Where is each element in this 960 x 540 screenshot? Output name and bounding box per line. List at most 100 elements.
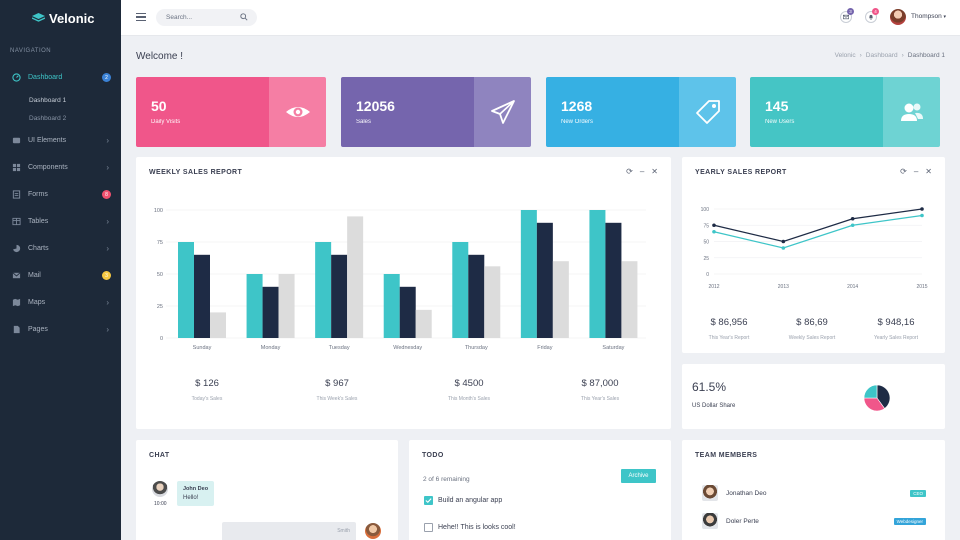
summary-value: $ 126 xyxy=(195,378,219,389)
member-avatar xyxy=(702,513,718,529)
breadcrumb-item[interactable]: Velonic xyxy=(834,52,856,59)
bar xyxy=(399,286,416,338)
stat-value: 145 xyxy=(765,98,789,114)
team-member[interactable]: Doler Perte Webdesigner xyxy=(702,513,926,529)
sidebar-item-ui-elements[interactable]: UI Elements › xyxy=(0,127,121,154)
search-input[interactable] xyxy=(156,9,257,26)
summary-weekly: $ 86,69 Weekly Sales Report xyxy=(767,317,857,341)
minimize-icon[interactable]: – xyxy=(639,167,645,176)
summary-year: $ 87,000 This Year's Sales xyxy=(555,378,645,402)
chat-sender: John Deo xyxy=(183,486,209,492)
stat-card-new-users: 145 New Users xyxy=(750,77,940,147)
menu-toggle-icon[interactable] xyxy=(136,13,146,21)
sidebar-item-label: Charts xyxy=(28,245,49,252)
x-tick-label: Tuesday xyxy=(329,345,350,351)
checkbox-checked[interactable] xyxy=(424,496,433,505)
sidebar-item-maps[interactable]: Maps › xyxy=(0,289,121,316)
user-menu[interactable]: Thompson ▾ xyxy=(911,13,946,20)
search-icon[interactable] xyxy=(240,13,248,21)
sidebar-item-charts[interactable]: Charts › xyxy=(0,235,121,262)
close-icon[interactable]: ✕ xyxy=(925,167,932,176)
panel-title: TEAM MEMBERS xyxy=(695,452,758,459)
member-role-badge: CEO xyxy=(910,489,926,497)
breadcrumb-current: Dashboard 1 xyxy=(907,52,945,59)
data-point xyxy=(712,223,716,228)
components-icon xyxy=(12,163,21,172)
sidebar-item-label: Components xyxy=(28,164,68,171)
bar xyxy=(278,274,295,338)
todo-item[interactable]: Build an angular app xyxy=(424,496,502,505)
bar xyxy=(484,266,501,338)
summary-label: Weekly Sales Report xyxy=(788,335,836,341)
chat-text: Hello! xyxy=(183,495,199,501)
topbar: 3 4 Thompson ▾ xyxy=(121,0,960,36)
sidebar-subitem-dashboard-2[interactable]: Dashboard 2 xyxy=(29,114,67,122)
sidebar-item-label: Maps xyxy=(28,299,46,306)
sidebar-item-pages[interactable]: Pages › xyxy=(0,316,121,343)
x-tick-label: 2012 xyxy=(708,284,719,290)
sidebar-subitem-dashboard-1[interactable]: Dashboard 1 xyxy=(29,96,67,104)
summary-value: $ 87,000 xyxy=(581,378,619,389)
breadcrumb: Velonic › Dashboard › Dashboard 1 xyxy=(835,52,945,59)
chat-avatar xyxy=(152,481,168,497)
team-member[interactable]: Jonathan Deo CEO xyxy=(702,485,926,501)
y-tick-label: 100 xyxy=(701,207,710,213)
logo-icon xyxy=(32,13,45,22)
sidebar-item-forms[interactable]: Forms 8 xyxy=(0,181,121,208)
pages-icon xyxy=(12,325,21,334)
user-name: Thompson xyxy=(911,13,942,20)
maps-icon xyxy=(12,298,21,307)
summary-value: $ 948,16 xyxy=(877,317,915,328)
sidebar-item-components[interactable]: Components › xyxy=(0,154,121,181)
panel-title: WEEKLY SALES REPORT xyxy=(149,169,243,176)
stat-card-icon-area xyxy=(474,77,531,147)
bell-icon xyxy=(869,14,873,20)
sidebar: Velonic NAVIGATION Dashboard 2 Dashboard… xyxy=(0,0,121,540)
archive-button[interactable]: Archive xyxy=(621,469,656,483)
sidebar-item-dashboard[interactable]: Dashboard 2 xyxy=(0,64,121,91)
x-tick-label: Saturday xyxy=(602,345,624,351)
refresh-icon[interactable]: ⟳ xyxy=(626,167,633,176)
charts-icon xyxy=(12,244,21,253)
breadcrumb-item[interactable]: Dashboard xyxy=(865,52,898,59)
bar xyxy=(246,274,263,338)
sidebar-item-mail[interactable]: Mail 3 xyxy=(0,262,121,289)
yearly-line-chart: 0 25 50 75 100 2012 2013 2014 2015 xyxy=(701,207,928,290)
summary-label: This Month's Sales xyxy=(447,396,491,402)
panel-tools: ⟳ – ✕ xyxy=(900,167,932,176)
todo-item[interactable]: Hehe!! This is looks cool! xyxy=(424,523,516,532)
bar xyxy=(605,222,622,338)
users-icon xyxy=(900,103,923,121)
close-icon[interactable]: ✕ xyxy=(651,167,658,176)
refresh-icon[interactable]: ⟳ xyxy=(900,167,907,176)
stat-card-sales: 12056 Sales xyxy=(341,77,531,147)
x-tick-label: Sunday xyxy=(193,345,212,351)
summary-value: $ 4500 xyxy=(454,378,484,389)
chat-avatar xyxy=(365,523,381,539)
sidebar-item-tables[interactable]: Tables › xyxy=(0,208,121,235)
x-tick-label: Wednesday xyxy=(393,345,422,351)
checkbox[interactable] xyxy=(424,523,433,532)
sidebar-item-label: UI Elements xyxy=(28,137,67,144)
y-tick-label: 25 xyxy=(703,256,709,262)
notifications-button[interactable]: 4 xyxy=(865,8,879,23)
chat-message: John Deo Hello! xyxy=(177,481,215,506)
user-avatar[interactable] xyxy=(890,9,906,25)
weekly-sales-panel: WEEKLY SALES REPORT ⟳ – ✕ 0 25 50 75 100 Sund… xyxy=(136,157,671,429)
panel-tools: ⟳ – ✕ xyxy=(626,167,658,176)
y-tick-label: 0 xyxy=(160,336,163,342)
x-tick-label: Friday xyxy=(537,345,553,351)
team-members-panel: TEAM MEMBERS Jonathan Deo CEO Doler Pert… xyxy=(682,440,945,540)
brand[interactable]: Velonic xyxy=(0,0,121,36)
sidebar-item-label: Tables xyxy=(28,218,49,225)
todo-text: Hehe!! This is looks cool! xyxy=(438,524,516,531)
mail-icon xyxy=(12,271,21,280)
stat-label: New Orders xyxy=(561,119,594,125)
member-name: Doler Perte xyxy=(726,517,759,525)
breadcrumb-separator-icon: › xyxy=(859,52,862,59)
mail-button[interactable]: 3 xyxy=(840,8,854,23)
summary-yearly: $ 948,16 Yearly Sales Report xyxy=(851,317,941,341)
todo-text: Build an angular app xyxy=(438,497,503,504)
bar xyxy=(315,242,332,338)
minimize-icon[interactable]: – xyxy=(913,167,919,176)
